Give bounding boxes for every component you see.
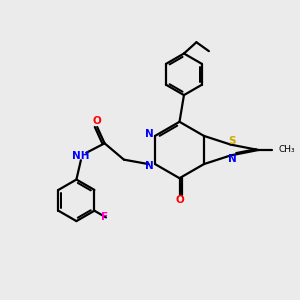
- Text: N: N: [146, 129, 154, 140]
- Text: S: S: [229, 136, 236, 146]
- Text: CH₃: CH₃: [278, 146, 295, 154]
- Text: F: F: [101, 212, 108, 222]
- Text: N: N: [228, 154, 237, 164]
- Text: NH: NH: [72, 151, 90, 161]
- Text: O: O: [175, 195, 184, 205]
- Text: N: N: [146, 160, 154, 171]
- Text: O: O: [93, 116, 102, 126]
